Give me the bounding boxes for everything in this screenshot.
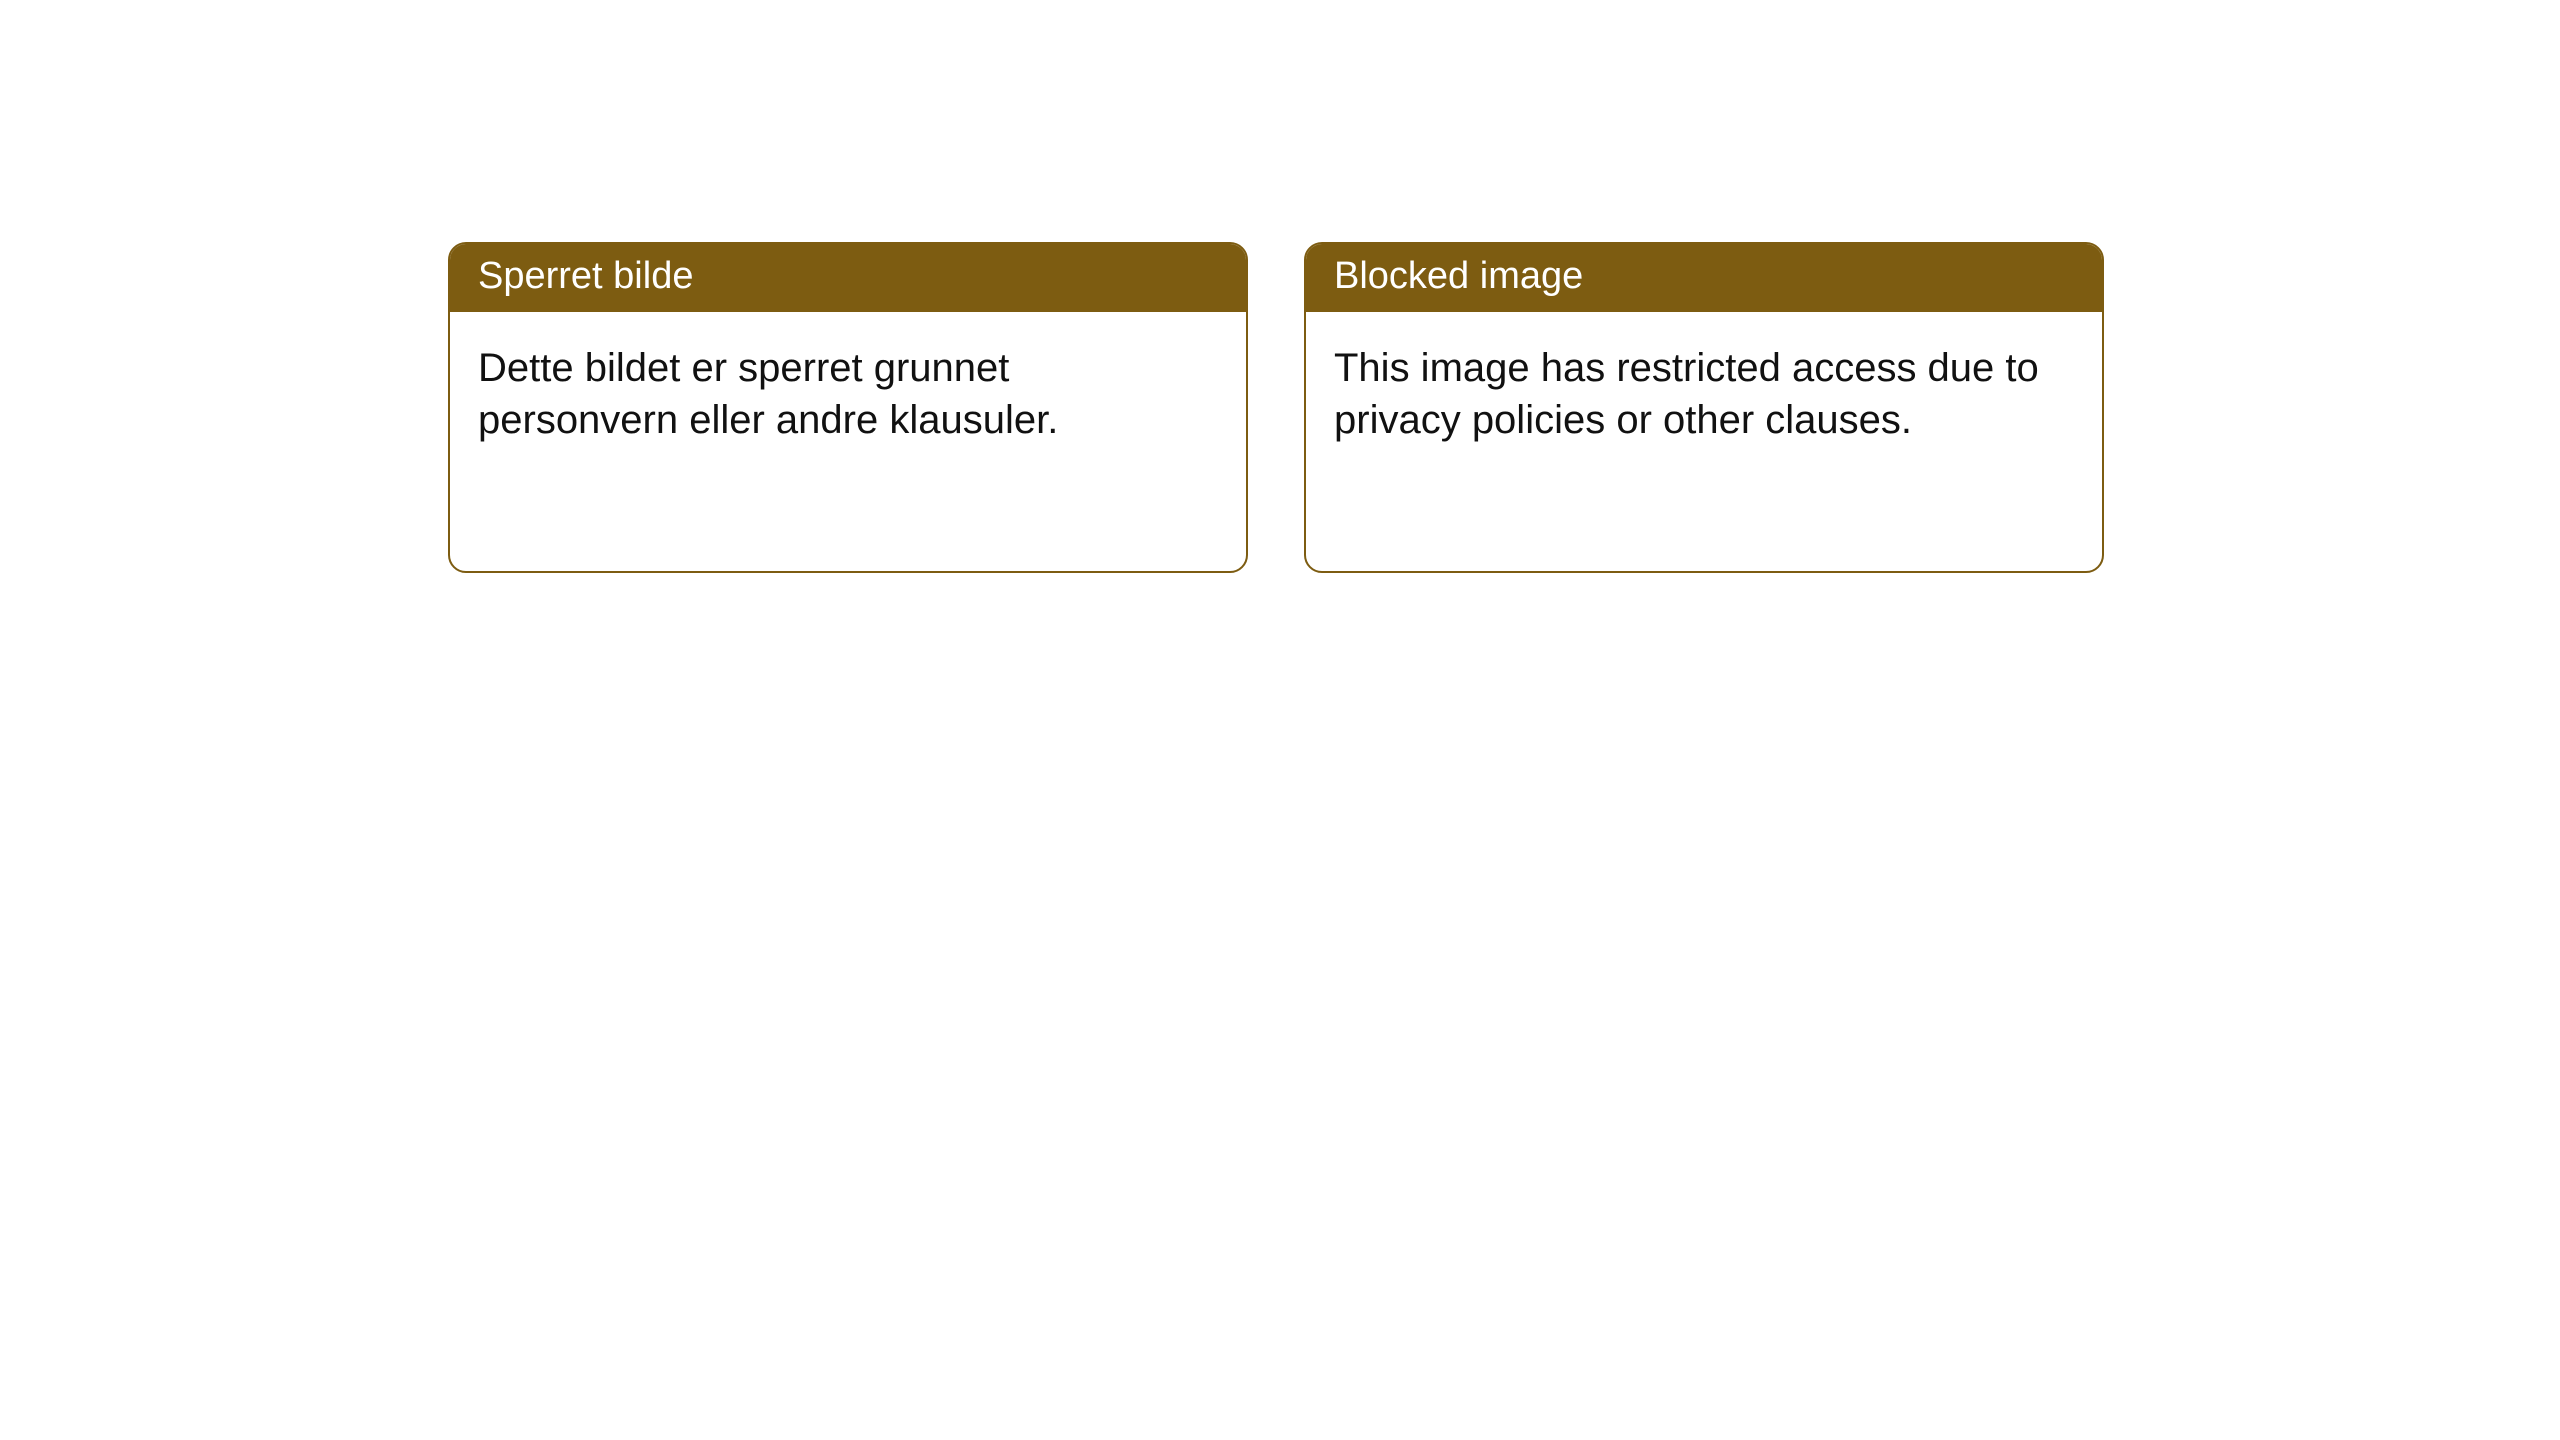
notice-card-body: Dette bildet er sperret grunnet personve… <box>450 312 1246 482</box>
notice-card-header: Blocked image <box>1306 244 2102 312</box>
notice-card-header: Sperret bilde <box>450 244 1246 312</box>
notice-card-norwegian: Sperret bilde Dette bildet er sperret gr… <box>448 242 1248 573</box>
notice-card-english: Blocked image This image has restricted … <box>1304 242 2104 573</box>
page-canvas: Sperret bilde Dette bildet er sperret gr… <box>0 0 2560 1440</box>
notice-card-body: This image has restricted access due to … <box>1306 312 2102 482</box>
